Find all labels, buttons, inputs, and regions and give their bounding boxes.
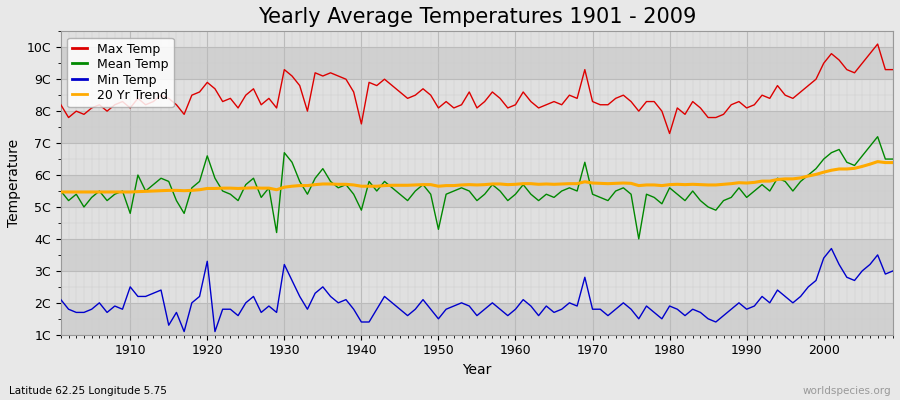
Text: Latitude 62.25 Longitude 5.75: Latitude 62.25 Longitude 5.75 [9, 386, 166, 396]
Bar [61, 47, 893, 79]
Bar [61, 175, 893, 207]
Bar [61, 143, 893, 175]
Bar [61, 239, 893, 271]
Bar [61, 79, 893, 111]
X-axis label: Year: Year [463, 363, 491, 377]
Bar [61, 271, 893, 303]
Bar [61, 303, 893, 335]
Bar [61, 207, 893, 239]
Text: worldspecies.org: worldspecies.org [803, 386, 891, 396]
Legend: Max Temp, Mean Temp, Min Temp, 20 Yr Trend: Max Temp, Mean Temp, Min Temp, 20 Yr Tre… [68, 38, 174, 107]
Y-axis label: Temperature: Temperature [7, 139, 21, 227]
Title: Yearly Average Temperatures 1901 - 2009: Yearly Average Temperatures 1901 - 2009 [257, 7, 696, 27]
Bar [61, 111, 893, 143]
